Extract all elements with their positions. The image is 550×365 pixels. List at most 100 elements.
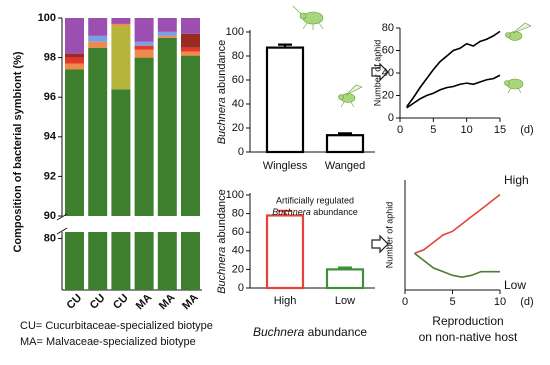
y-tick-label: 98 (44, 52, 56, 64)
y-tick-label: 60 (232, 226, 244, 238)
bar-segment (134, 49, 154, 58)
y-tick-label: 40 (232, 98, 244, 110)
y-tick-label: 80 (232, 50, 244, 62)
x-tick-label: CU (111, 292, 131, 312)
x-tick-label: 5 (430, 124, 436, 136)
y-tick-label: 80 (382, 22, 394, 34)
bar (325, 268, 365, 290)
bar-segment (134, 45, 154, 50)
x-tick-label: 10 (461, 124, 473, 136)
series-label: Low (504, 278, 526, 292)
bar-segment (88, 47, 108, 217)
y-tick-label: 20 (232, 122, 244, 134)
y-axis-label: Buchnera abundance (216, 189, 228, 294)
bar-segment (88, 232, 108, 290)
y-tick-label: 92 (44, 170, 56, 182)
y-tick-label: 20 (382, 89, 394, 101)
footnote: MA= Malvaceae-specialized biotype (20, 336, 196, 348)
error-bar (338, 266, 352, 270)
bar-segment (181, 33, 200, 48)
axis-break (56, 213, 68, 221)
bar (265, 46, 305, 154)
x-axis-label: Reproduction (432, 314, 503, 328)
error-bar (278, 43, 292, 48)
bar-segment (134, 57, 154, 216)
footnote: CU= Cucurbitaceae-specialized biotype (20, 320, 213, 332)
x-tick-label: High (274, 295, 297, 307)
x-axis-label: Buchnera abundance (253, 325, 367, 339)
x-tick-label: 5 (449, 296, 455, 308)
bar-segment (181, 51, 200, 56)
bar-segment (157, 232, 177, 290)
y-tick-label: 100 (226, 189, 244, 201)
y-axis-label: Composition of bacterial symbiont (%) (12, 51, 24, 252)
arrows (371, 62, 389, 254)
bar-segment (134, 41, 154, 46)
y-tick-label: 20 (232, 263, 244, 275)
bar-segment (111, 25, 131, 90)
y-tick-label: 40 (382, 67, 394, 79)
y-tick-label: 80 (44, 232, 56, 244)
bar-segment (157, 35, 177, 38)
bar (325, 134, 365, 154)
bar-segment (65, 18, 84, 54)
x-tick-label: MA (157, 292, 178, 313)
aphid-icons (292, 5, 532, 108)
bar-segment (65, 63, 84, 70)
bar-segment (65, 57, 84, 64)
chart-title: Buchnera abundance (272, 207, 358, 217)
line-series (414, 252, 500, 278)
chart-title: Artificially regulated (276, 195, 354, 205)
y-tick-label: 40 (232, 245, 244, 257)
y-tick-label: 0 (238, 282, 244, 294)
bar-segment (111, 18, 131, 24)
x-tick-label: MA (180, 292, 201, 313)
line-series (406, 30, 501, 108)
bar-segment (134, 232, 154, 290)
bar-segment (181, 55, 200, 217)
x-tick-label: MA (134, 292, 155, 313)
bar-segment (65, 232, 84, 290)
bar-segment (181, 232, 200, 290)
x-tick-label: CU (65, 292, 85, 312)
y-axis-label: Number of aphid (384, 202, 394, 269)
line-series (406, 74, 501, 109)
bar-segment (65, 69, 84, 216)
y-tick-label: 80 (232, 208, 244, 220)
bar-segment (181, 47, 200, 52)
bar-segment (111, 23, 131, 26)
x-tick-label: 0 (397, 124, 403, 136)
x-tick-label: Low (335, 295, 355, 307)
x-tick-label: 15 (494, 124, 506, 136)
series-label: High (504, 173, 529, 187)
y-axis-label: Buchnera abundance (216, 40, 228, 145)
x-axis-label: on non-native host (419, 330, 518, 344)
y-tick-label: 96 (44, 91, 56, 103)
line-series (414, 194, 501, 255)
y-tick-label: 94 (44, 131, 57, 143)
y-axis-label: Number of aphid (372, 40, 382, 107)
y-tick-label: 100 (226, 26, 244, 38)
error-bar (338, 132, 352, 136)
y-tick-label: 100 (38, 12, 56, 24)
y-tick-label: 0 (388, 112, 394, 124)
bar-segment (111, 89, 131, 216)
bar-segment (181, 18, 200, 34)
y-tick-label: 60 (232, 74, 244, 86)
bar-segment (157, 18, 177, 32)
bar-segment (111, 232, 131, 290)
error-bar (278, 209, 292, 216)
x-axis-unit: (d) (520, 296, 533, 308)
x-tick-label: Wanged (325, 160, 366, 172)
x-tick-label: Wingless (263, 160, 308, 172)
bar-segment (134, 18, 154, 42)
axis-break (56, 227, 68, 235)
x-tick-label: CU (88, 292, 108, 312)
y-tick-label: 90 (44, 210, 56, 222)
bar-segment (157, 37, 177, 216)
bar-segment (88, 18, 108, 36)
bar-segment (65, 53, 84, 58)
bar-segment (88, 35, 108, 42)
bar (265, 214, 305, 290)
